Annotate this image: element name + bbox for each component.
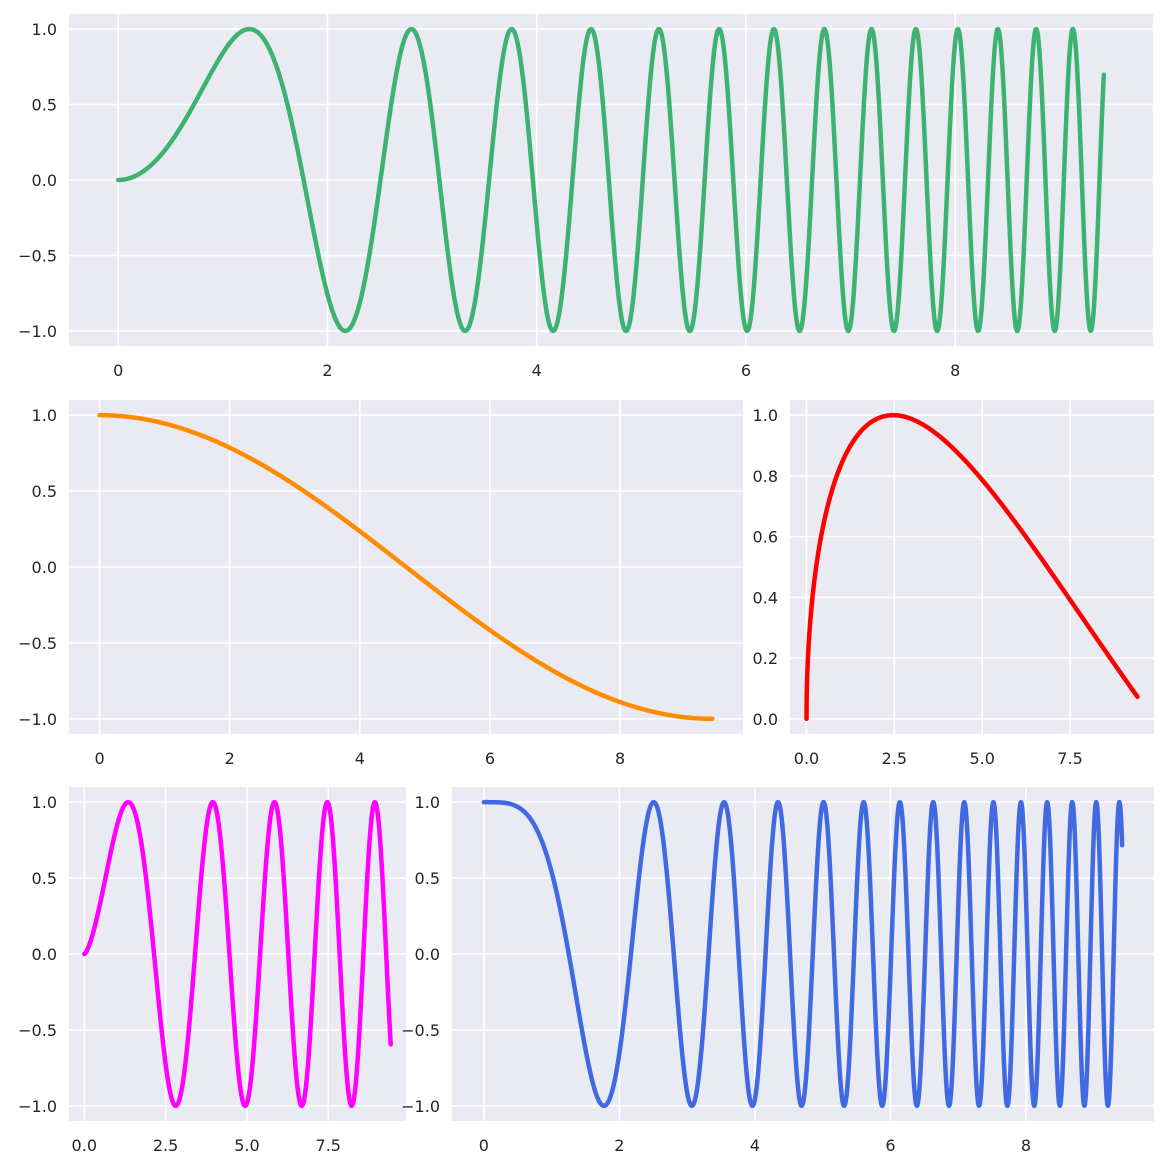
subplot-bottom-left-sin-x-pow: 0.0 2.5 5.0 7.5 1.0 0.5 0.0 −0.5 −1.0 [18,787,406,1155]
y-tick-label: 1.0 [32,406,57,425]
x-tick-label: 7.5 [1057,749,1082,768]
x-tick-label: 2 [614,1136,624,1155]
x-tick-label: 6 [485,749,495,768]
series-line [115,26,1107,334]
x-tick-label: 6 [741,361,751,380]
subplot-top-sin-x-squared: 0 2 4 6 8 1.0 0.5 0.0 −0.5 −1.0 [18,14,1153,380]
y-tick-label: 0.8 [753,467,778,486]
x-tick-label: 6 [885,1136,895,1155]
y-tick-label: −0.5 [401,1021,440,1040]
x-tick-label: 8 [615,749,625,768]
x-tick-label: 0 [479,1136,489,1155]
subplot-middle-left-cos: 0 2 4 6 8 1.0 0.5 0.0 −0.5 −1.0 [18,400,743,768]
plot-area [790,400,1154,734]
y-tick-label: 0.5 [32,96,57,115]
y-tick-label: 1.0 [32,793,57,812]
series-line [481,799,1125,1109]
x-tick-label: 5.0 [969,749,994,768]
y-tick-label: 0.0 [753,710,778,729]
y-tick-label: 0.5 [32,869,57,888]
y-tick-label: −0.5 [18,634,57,653]
x-tick-label: 4 [750,1136,760,1155]
series-line [97,412,715,722]
x-tick-label: 4 [355,749,365,768]
subplot-middle-right-sin-sqrt: 0.0 2.5 5.0 7.5 1.0 0.8 0.6 0.4 0.2 0.0 [753,400,1154,768]
y-tick-label: 0.0 [32,558,57,577]
subplot-bottom-right-cos-x-squared: 0 2 4 6 8 1.0 0.5 0.0 −0.5 −1.0 [401,787,1154,1155]
y-tick-label: 0.5 [415,869,440,888]
x-tick-label: 0 [94,749,104,768]
y-tick-label: 1.0 [753,406,778,425]
y-tick-label: −1.0 [401,1097,440,1116]
y-tick-label: −1.0 [18,710,57,729]
x-tick-label: 7.5 [316,1136,341,1155]
x-tick-label: 0 [113,361,123,380]
y-tick-label: 1.0 [32,20,57,39]
y-tick-label: 0.6 [753,528,778,547]
x-tick-label: 4 [532,361,542,380]
y-tick-label: 0.0 [32,171,57,190]
x-tick-label: 2 [322,361,332,380]
y-tick-label: −1.0 [18,1097,57,1116]
series-line [804,412,1140,722]
x-tick-label: 5.0 [234,1136,259,1155]
y-tick-label: 0.2 [753,649,778,668]
y-tick-label: 0.0 [415,945,440,964]
y-tick-label: 0.4 [753,588,778,607]
x-tick-label: 0.0 [72,1136,97,1155]
x-tick-label: 0.0 [794,749,819,768]
series-line [82,799,393,1109]
y-tick-label: −0.5 [18,246,57,265]
y-tick-label: 0.0 [32,945,57,964]
x-tick-label: 8 [1021,1136,1031,1155]
y-tick-label: 1.0 [415,793,440,812]
y-tick-label: −0.5 [18,1021,57,1040]
x-tick-label: 8 [950,361,960,380]
y-tick-label: 0.5 [32,482,57,501]
x-tick-label: 2.5 [153,1136,178,1155]
x-tick-label: 2 [225,749,235,768]
y-tick-label: −1.0 [18,322,57,341]
x-tick-label: 2.5 [882,749,907,768]
